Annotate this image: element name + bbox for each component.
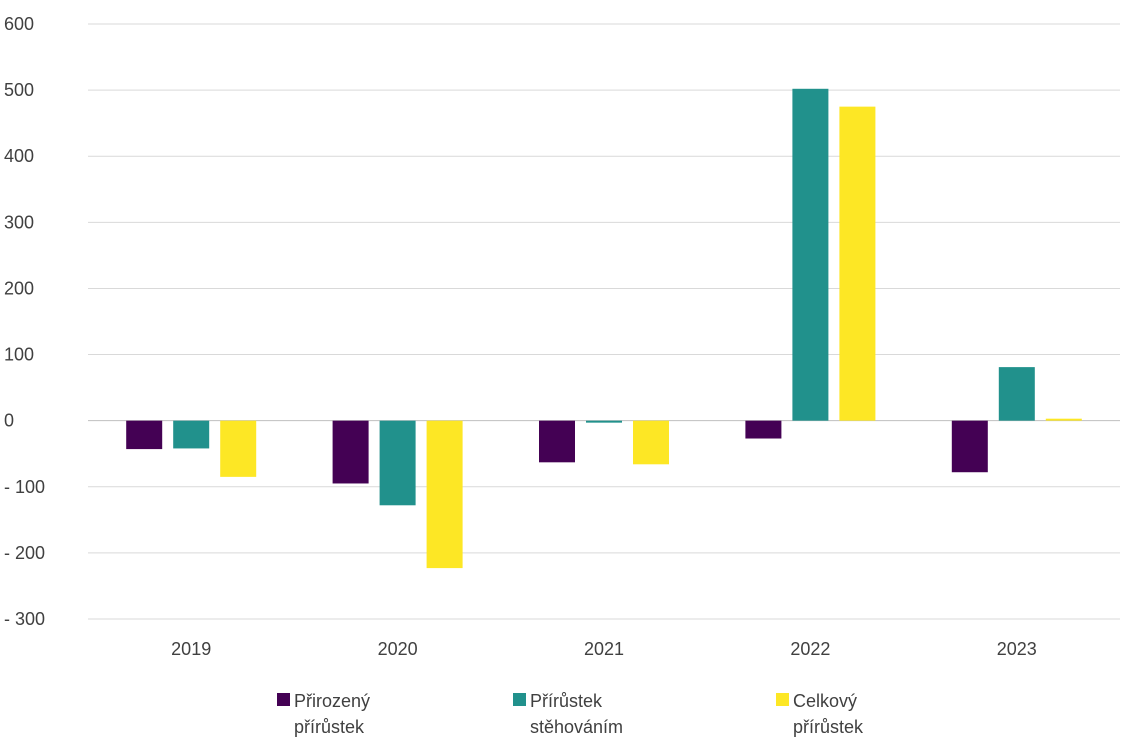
bar xyxy=(998,367,1035,421)
bars xyxy=(126,88,1082,569)
y-tick-label: 200 xyxy=(4,278,34,298)
bar xyxy=(745,420,782,439)
legend-item-total-increase: Celkový přírůstek xyxy=(776,688,903,740)
bar xyxy=(126,420,163,450)
legend-label: Přírůstek stěhováním xyxy=(530,688,640,740)
bar xyxy=(792,88,829,421)
legend-label-line: Přirozený xyxy=(294,691,371,711)
legend-label-line: přírůstek xyxy=(294,717,365,737)
bar xyxy=(379,420,416,506)
legend-label: Celkový přírůstek xyxy=(793,688,903,740)
bar xyxy=(839,106,876,421)
bar xyxy=(1045,418,1082,421)
x-tick-label: 2019 xyxy=(171,639,211,659)
x-axis-tick-labels: 2019 2020 2021 2022 2023 xyxy=(171,639,1037,659)
y-axis-tick-labels: 600 500 400 300 200 100 0 - 100 - 200 - 300 xyxy=(4,14,45,629)
bar xyxy=(951,420,988,473)
y-tick-label: 100 xyxy=(4,345,34,365)
legend-label-line: Celkový xyxy=(793,691,858,711)
legend-label-line: Přírůstek xyxy=(530,691,603,711)
x-tick-label: 2020 xyxy=(378,639,418,659)
legend-label: Přirozený přírůstek xyxy=(294,688,404,740)
legend-label-line: stěhováním xyxy=(530,717,624,737)
gridlines xyxy=(88,23,1120,620)
y-tick-label: 300 xyxy=(4,212,34,232)
legend-swatch xyxy=(277,693,290,706)
bar xyxy=(332,420,369,484)
y-tick-label: 600 xyxy=(4,14,34,34)
x-tick-label: 2023 xyxy=(997,639,1037,659)
y-tick-label: 500 xyxy=(4,80,34,100)
bar xyxy=(426,420,463,569)
x-tick-label: 2022 xyxy=(790,639,830,659)
legend-swatch xyxy=(776,693,789,706)
y-tick-label: - 300 xyxy=(4,609,45,629)
bar xyxy=(539,420,575,463)
bar xyxy=(586,420,622,423)
legend: Přirozený přírůstek Přírůstek stěhováním… xyxy=(0,688,1133,747)
y-tick-label: 0 xyxy=(4,411,14,431)
y-tick-label: 400 xyxy=(4,146,34,166)
legend-swatch xyxy=(513,693,526,706)
bar xyxy=(633,420,669,465)
bar xyxy=(220,420,257,477)
legend-item-migration-increase: Přírůstek stěhováním xyxy=(513,688,640,740)
y-tick-label: - 100 xyxy=(4,477,45,497)
y-tick-label: - 200 xyxy=(4,543,45,563)
legend-item-natural-increase: Přirozený přírůstek xyxy=(277,688,404,740)
legend-label-line: přírůstek xyxy=(793,717,864,737)
bar xyxy=(173,420,210,449)
x-tick-label: 2021 xyxy=(584,639,624,659)
